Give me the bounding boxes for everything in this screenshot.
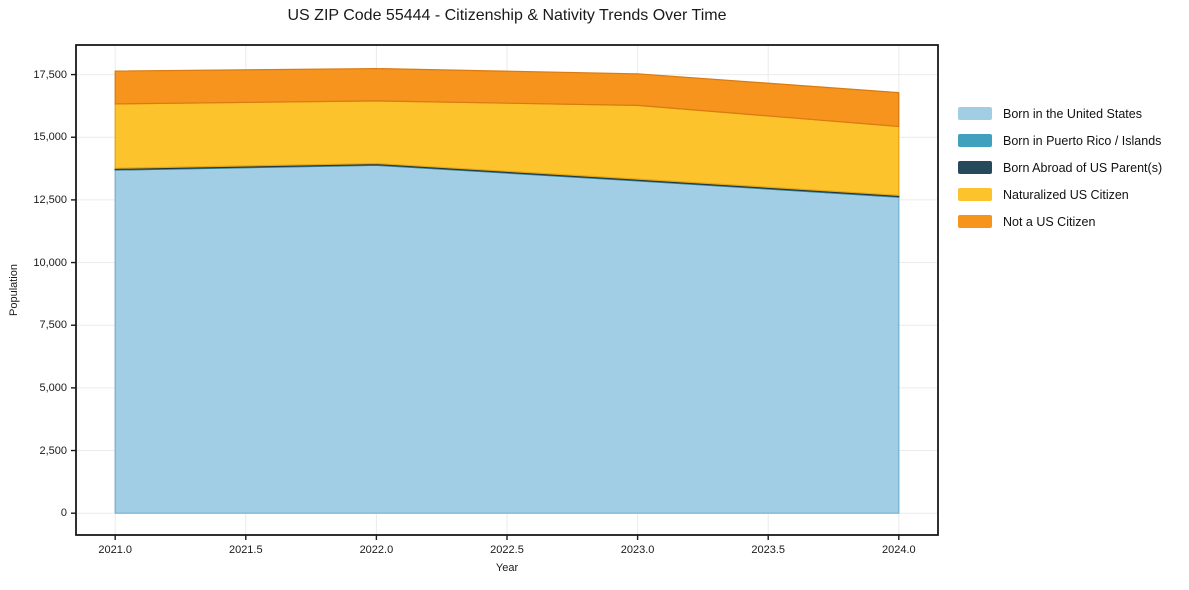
legend-swatch-not-citizen-icon bbox=[958, 215, 992, 228]
legend-label: Born in Puerto Rico / Islands bbox=[1003, 133, 1162, 148]
y-tick-label: 17,500 bbox=[33, 68, 67, 81]
legend-label: Born Abroad of US Parent(s) bbox=[1003, 160, 1163, 175]
y-tick-label: 5,000 bbox=[39, 381, 67, 394]
x-tick-label: 2021.5 bbox=[228, 544, 263, 556]
y-tick-label: 7,500 bbox=[39, 319, 67, 332]
y-tick-label: 0 bbox=[60, 507, 67, 520]
x-tick-label: 2022.0 bbox=[359, 544, 394, 556]
legend-label: Naturalized US Citizen bbox=[1003, 187, 1129, 202]
x-tick-label: 2023.0 bbox=[620, 544, 655, 556]
legend-swatch-puerto-rico-icon bbox=[958, 134, 992, 147]
legend-item: Naturalized US Citizen bbox=[958, 181, 1162, 208]
legend-item: Born in Puerto Rico / Islands bbox=[958, 127, 1162, 154]
x-tick-label: 2021.0 bbox=[98, 544, 132, 556]
y-tick-label: 15,000 bbox=[33, 131, 67, 144]
x-tick-label: 2024.0 bbox=[881, 544, 916, 556]
legend-item: Born in the United States bbox=[958, 100, 1162, 127]
legend-label: Born in the United States bbox=[1003, 106, 1142, 121]
area-series bbox=[114, 67, 900, 128]
legend-item: Not a US Citizen bbox=[958, 208, 1162, 235]
legend: Born in the United States Born in Puerto… bbox=[958, 100, 1162, 235]
legend-label: Not a US Citizen bbox=[1003, 214, 1096, 229]
legend-swatch-born-abroad-icon bbox=[958, 161, 992, 174]
chart-title: US ZIP Code 55444 - Citizenship & Nativi… bbox=[287, 7, 727, 24]
x-tick-label: 2023.5 bbox=[751, 544, 786, 556]
legend-item: Born Abroad of US Parent(s) bbox=[958, 154, 1162, 181]
x-axis-label: Year bbox=[495, 562, 519, 574]
x-tick-label: 2022.5 bbox=[490, 544, 524, 556]
legend-swatch-born-us-icon bbox=[958, 107, 992, 120]
legend-swatch-naturalized-icon bbox=[958, 188, 992, 201]
y-tick-label: 10,000 bbox=[33, 256, 67, 269]
y-tick-label: 2,500 bbox=[39, 444, 67, 457]
y-axis-label: Population bbox=[8, 264, 20, 316]
area-series bbox=[114, 164, 900, 514]
y-tick-label: 12,500 bbox=[33, 193, 67, 206]
